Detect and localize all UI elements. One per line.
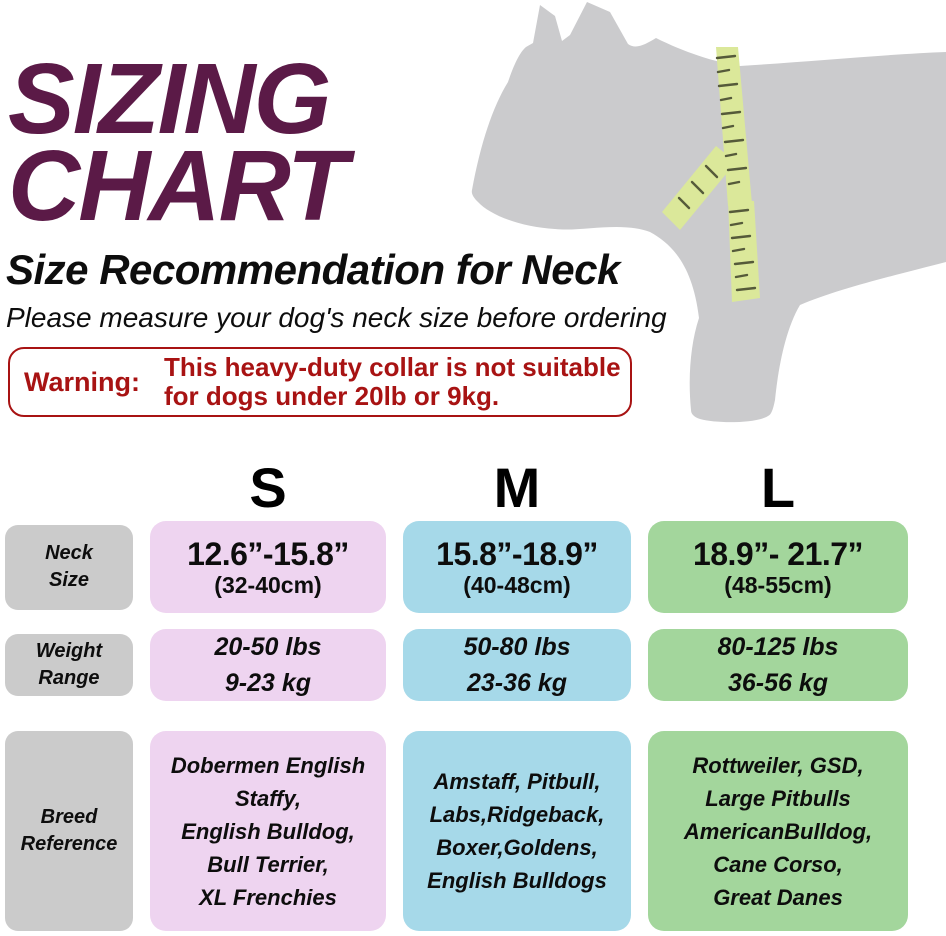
sizing-table: S M L Neck Size 12.6”-15.8” (32-40cm) 15…	[5, 458, 908, 931]
column-header-m: M	[493, 456, 541, 519]
neck-size-l-inches: 18.9”- 21.7”	[692, 535, 864, 572]
cell-neck-size-m: 15.8”-18.9” (40-48cm)	[403, 521, 631, 613]
row-label-breed-reference: Breed Reference	[5, 731, 133, 931]
row-label-neck-size: Neck Size	[5, 524, 133, 610]
cell-breed-reference-l: Rottweiler, GSD, Large Pitbulls American…	[648, 731, 908, 931]
column-header-s: S	[249, 456, 287, 519]
warning-label: Warning:	[24, 366, 140, 397]
warning-box: Warning: This heavy-duty collar is not s…	[8, 347, 632, 417]
page-title-line2: CHART	[8, 130, 348, 242]
neck-size-m-cm: (40-48cm)	[463, 571, 571, 598]
dog-silhouette	[471, 2, 946, 423]
neck-size-m-inches: 15.8”-18.9”	[436, 535, 598, 572]
neck-size-l-cm: (48-55cm)	[724, 571, 832, 598]
cell-weight-range-s: 20-50 lbs 9-23 kg	[150, 629, 386, 701]
cell-weight-range-l: 80-125 lbs 36-56 kg	[648, 629, 908, 701]
cell-breed-reference-m: Amstaff, Pitbull, Labs,Ridgeback, Boxer,…	[403, 731, 631, 931]
warning-text: This heavy-duty collar is not suitable f…	[163, 352, 621, 411]
row-label-weight-range: Weight Range	[5, 634, 133, 696]
page-title-line1: SIZING	[8, 43, 331, 155]
page-title: SIZING CHART	[8, 43, 348, 242]
cell-weight-range-m: 50-80 lbs 23-36 kg	[403, 629, 631, 701]
neck-size-s-cm: (32-40cm)	[214, 571, 322, 598]
cell-neck-size-l: 18.9”- 21.7” (48-55cm)	[648, 521, 908, 613]
column-header-l: L	[760, 456, 796, 519]
measure-note: Please measure your dog's neck size befo…	[6, 302, 667, 333]
cell-neck-size-s: 12.6”-15.8” (32-40cm)	[150, 521, 386, 613]
neck-size-s-inches: 12.6”-15.8”	[187, 535, 349, 572]
section-heading: Size Recommendation for Neck	[6, 246, 620, 293]
measuring-tape-icon	[662, 47, 760, 302]
cell-breed-reference-s: Dobermen English Staffy, English Bulldog…	[150, 731, 386, 931]
dog-silhouette-illustration	[471, 2, 946, 423]
